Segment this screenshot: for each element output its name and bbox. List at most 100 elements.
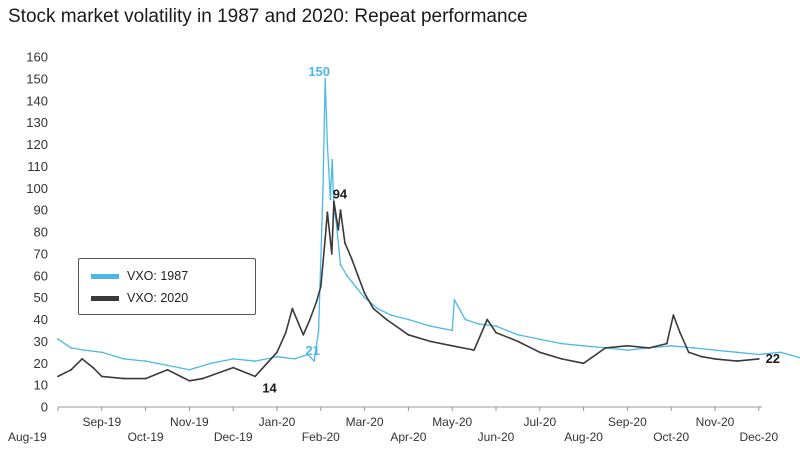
data-point-vxo-1987: [331, 158, 334, 161]
data-point-vxo-1987: [560, 342, 563, 345]
data-point-vxo-1987: [100, 351, 103, 354]
x-tick-label-upper: Nov-19: [170, 415, 209, 429]
data-point-vxo-2020: [665, 342, 668, 345]
y-tick-label: 10: [34, 378, 48, 393]
data-point-vxo-2020: [407, 333, 410, 336]
data-point-vxo-2020: [302, 333, 305, 336]
data-point-vxo-2020: [291, 307, 294, 310]
data-point-vxo-1987: [306, 353, 309, 356]
data-point-vxo-2020: [276, 351, 278, 354]
annotation-label: 22: [766, 351, 780, 366]
x-tick-label-upper: Sep-20: [608, 415, 647, 429]
data-point-vxo-2020: [451, 344, 454, 347]
data-point-vxo-1987: [346, 274, 348, 277]
data-point-vxo-2020: [350, 257, 353, 260]
data-point-vxo-2020: [337, 228, 340, 231]
data-point-vxo-2020: [679, 331, 681, 334]
data-point-vxo-2020: [339, 209, 342, 212]
data-point-vxo-1987: [757, 353, 760, 356]
data-point-vxo-1987: [326, 143, 329, 146]
legend: VXO: 1987 VXO: 2020: [78, 258, 256, 315]
data-point-vxo-2020: [372, 307, 375, 310]
x-tick-label-upper: Jan-20: [259, 415, 296, 429]
data-point-vxo-1987: [313, 360, 316, 362]
series-line-vxo-1987: [57, 78, 800, 371]
data-point-vxo-2020: [308, 318, 311, 321]
x-tick-label-upper: May-20: [432, 415, 472, 429]
x-tick-label-lower: Jun-20: [478, 430, 515, 444]
data-point-vxo-2020: [672, 314, 675, 317]
data-point-vxo-1987: [736, 351, 738, 354]
data-point-vxo-2020: [604, 347, 607, 349]
data-point-vxo-2020: [100, 375, 103, 378]
data-point-vxo-2020: [81, 357, 83, 360]
chart-title: Stock market volatility in 1987 and 2020…: [8, 6, 528, 27]
y-tick-label: 110: [27, 159, 48, 174]
data-point-vxo-1987: [83, 349, 86, 352]
y-tick-label: 160: [26, 50, 48, 65]
data-point-vxo-1987: [322, 187, 324, 190]
y-tick-label: 60: [34, 268, 48, 283]
data-point-vxo-1987: [324, 77, 327, 80]
x-tick-label-upper: Sep-19: [82, 415, 121, 429]
data-point-vxo-1987: [692, 347, 694, 349]
y-tick-label: 40: [34, 312, 48, 327]
data-point-vxo-2020: [357, 274, 359, 277]
data-point-vxo-1987: [188, 368, 191, 371]
data-point-vxo-2020: [700, 355, 703, 358]
annotation-label: 14: [262, 380, 277, 395]
data-point-vxo-1987: [254, 360, 256, 362]
x-tick-label-lower: Apr-20: [390, 430, 426, 444]
data-point-vxo-2020: [330, 252, 333, 255]
data-point-vxo-1987: [232, 357, 235, 360]
x-tick-label-upper: Mar-20: [346, 415, 384, 429]
legend-item-2020: VXO: 2020: [91, 289, 188, 307]
y-tick-label: 120: [26, 137, 48, 152]
data-point-vxo-2020: [626, 344, 629, 347]
data-point-vxo-2020: [486, 318, 489, 321]
data-point-vxo-2020: [714, 357, 716, 360]
data-point-vxo-1987: [477, 322, 480, 325]
data-point-vxo-1987: [376, 307, 379, 310]
data-point-vxo-1987: [495, 325, 497, 327]
data-point-vxo-1987: [464, 318, 467, 321]
y-tick-label: 150: [26, 71, 48, 86]
legend-item-1987: VXO: 1987: [91, 267, 188, 285]
legend-label-2020: VXO: 2020: [127, 291, 189, 305]
data-point-vxo-1987: [626, 349, 629, 352]
data-point-vxo-1987: [293, 357, 296, 360]
data-point-vxo-1987: [714, 349, 716, 352]
x-tick-label-lower: Dec-19: [214, 430, 253, 444]
data-point-vxo-1987: [453, 298, 456, 301]
data-point-vxo-1987: [517, 333, 519, 336]
y-tick-label: 80: [34, 225, 48, 240]
data-point-vxo-2020: [122, 377, 125, 380]
y-tick-label: 0: [41, 400, 48, 415]
data-point-vxo-2020: [201, 377, 204, 380]
y-tick-label: 50: [34, 290, 48, 305]
data-point-vxo-1987: [122, 357, 125, 360]
data-point-vxo-2020: [648, 347, 651, 349]
data-point-vxo-2020: [326, 211, 329, 214]
data-point-vxo-1987: [779, 351, 782, 354]
legend-swatch-1987: [91, 273, 119, 279]
data-point-vxo-2020: [315, 301, 318, 303]
data-point-vxo-2020: [736, 360, 738, 362]
x-tick-label-lower: Feb-20: [302, 430, 340, 444]
annotation-label: 150: [308, 64, 330, 79]
data-point-vxo-1987: [582, 344, 585, 347]
y-tick-label: 140: [26, 93, 48, 108]
x-tick-label-lower: Aug-19: [8, 430, 47, 444]
y-tick-label: 130: [26, 115, 48, 130]
data-point-vxo-2020: [166, 368, 169, 371]
data-point-vxo-2020: [429, 340, 432, 343]
data-point-vxo-2020: [232, 366, 235, 369]
data-point-vxo-1987: [317, 329, 320, 332]
data-point-vxo-1987: [407, 318, 410, 321]
y-tick-label: 90: [34, 203, 48, 218]
data-point-vxo-1987: [363, 296, 366, 299]
data-point-vxo-2020: [560, 357, 563, 360]
data-point-vxo-2020: [92, 366, 94, 369]
data-point-vxo-1987: [389, 314, 392, 317]
